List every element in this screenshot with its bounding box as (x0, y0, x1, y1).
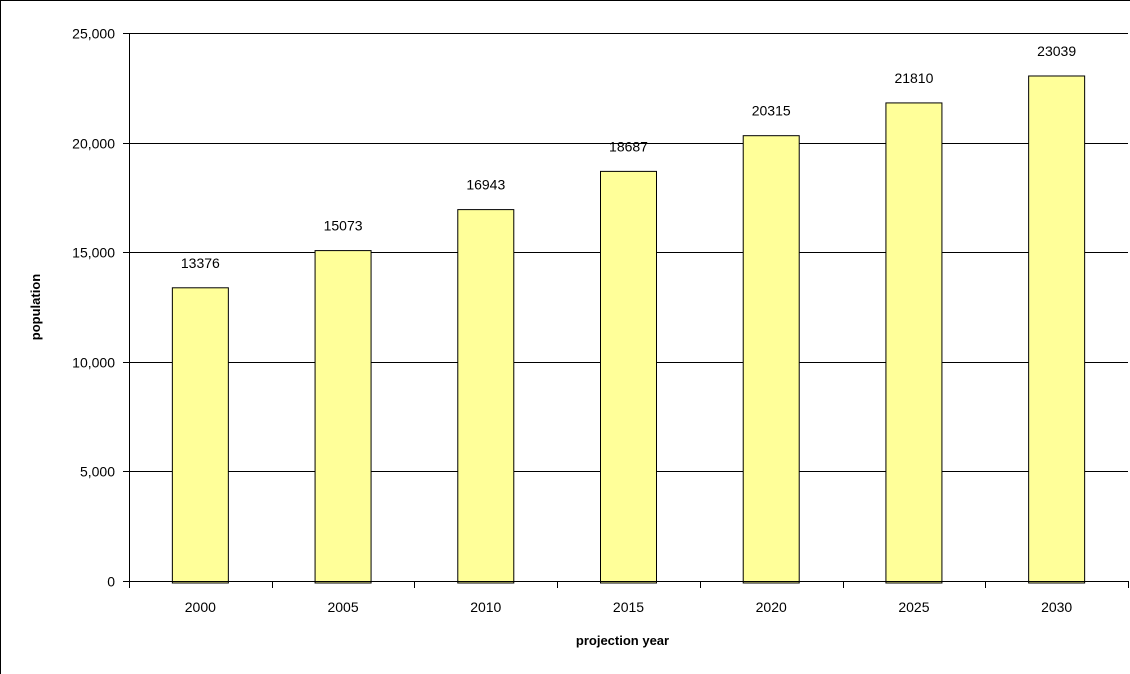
bar-2005 (314, 250, 372, 584)
data-label-2000: 13376 (181, 255, 220, 271)
x-axis-title: projection year (576, 633, 669, 648)
bar-2030 (1028, 75, 1086, 584)
y-tick-label: 0 (107, 574, 115, 590)
data-label-2015: 18687 (609, 138, 648, 154)
x-tick-label-2015: 2015 (613, 599, 644, 615)
x-tick-label-2010: 2010 (470, 599, 501, 615)
y-tick-label: 5,000 (80, 464, 115, 480)
data-label-2020: 20315 (752, 103, 791, 119)
y-axis-title: population (28, 274, 43, 340)
data-label-2010: 16943 (466, 177, 505, 193)
x-tick-label-2005: 2005 (327, 599, 358, 615)
y-tick-label: 10,000 (72, 355, 115, 371)
axes (129, 33, 1129, 588)
x-tick-label-2000: 2000 (185, 599, 216, 615)
data-labels: 13376 15073 16943 18687 20315 21810 23039 (181, 43, 1076, 271)
y-tick-label: 15,000 (72, 245, 115, 261)
data-label-2005: 15073 (324, 218, 363, 234)
bar-2010 (457, 209, 515, 584)
data-label-2025: 21810 (894, 70, 933, 86)
bars (171, 75, 1086, 584)
x-tick-label-2020: 2020 (756, 599, 787, 615)
y-tick-labels: 0 5,000 10,000 15,000 20,000 25,000 (72, 26, 115, 590)
y-tick-label: 25,000 (72, 26, 115, 42)
bar-2025 (885, 102, 943, 584)
data-label-2030: 23039 (1037, 43, 1076, 59)
bar-2015 (600, 170, 657, 584)
bar-2000 (171, 287, 229, 584)
y-tick-label: 20,000 (72, 136, 115, 152)
x-tick-label-2030: 2030 (1041, 599, 1072, 615)
x-tick-label-2025: 2025 (898, 599, 929, 615)
bar-2020 (742, 135, 800, 584)
x-tick-labels: 2000 2005 2010 2015 2020 2025 2030 (185, 599, 1073, 615)
